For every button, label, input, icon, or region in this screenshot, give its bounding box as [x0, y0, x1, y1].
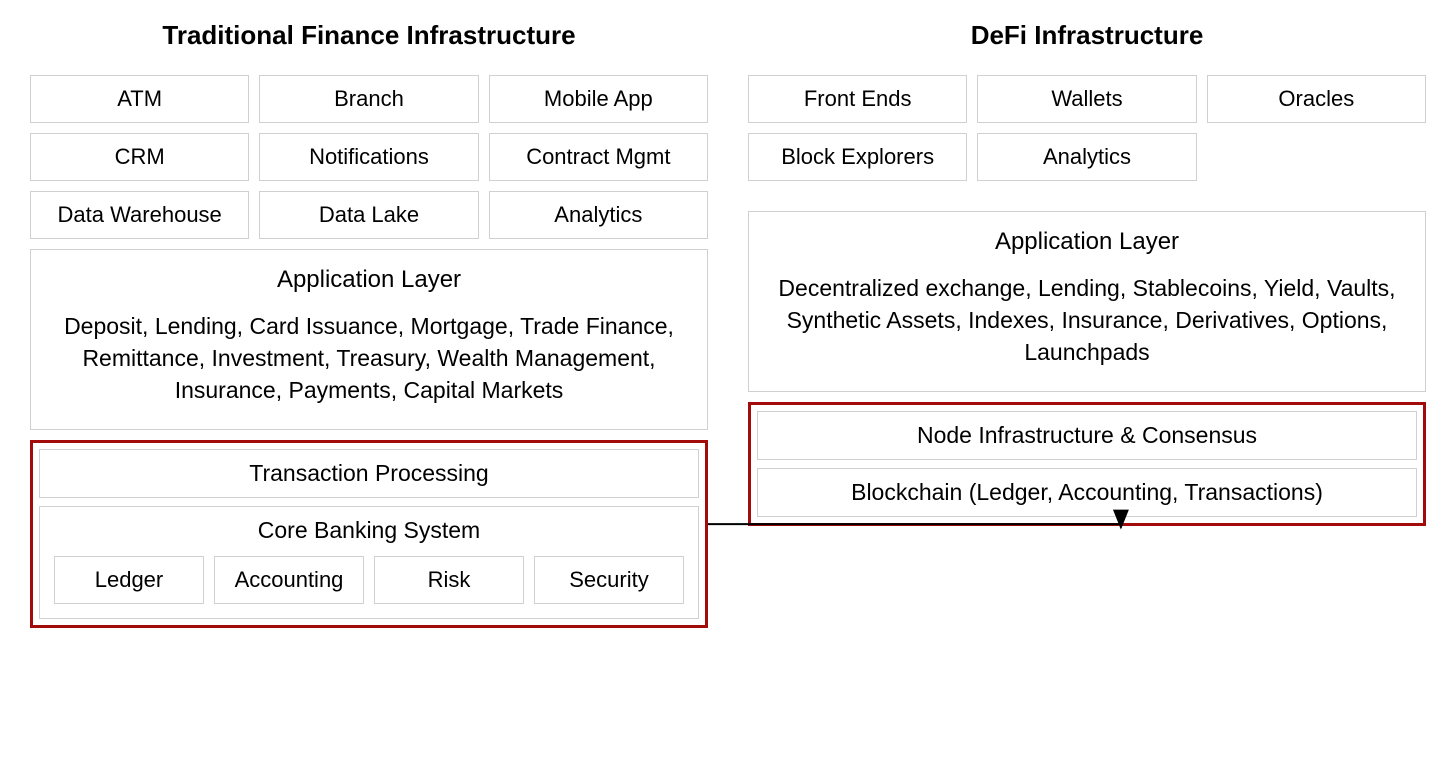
left-row-3: Data Warehouse Data Lake Analytics [30, 191, 708, 239]
box-wallets: Wallets [977, 75, 1196, 123]
right-highlight-group: Node Infrastructure & Consensus Blockcha… [748, 402, 1426, 526]
box-mobile-app: Mobile App [489, 75, 708, 123]
box-oracles: Oracles [1207, 75, 1426, 123]
core-banking-box: Core Banking System Ledger Accounting Ri… [39, 506, 699, 619]
box-accounting: Accounting [214, 556, 364, 604]
defi-column: DeFi Infrastructure Front Ends Wallets O… [748, 20, 1426, 628]
left-row-2: CRM Notifications Contract Mgmt [30, 133, 708, 181]
right-applayer-body: Decentralized exchange, Lending, Stablec… [769, 272, 1405, 369]
box-data-lake: Data Lake [259, 191, 478, 239]
left-applayer-body: Deposit, Lending, Card Issuance, Mortgag… [51, 310, 687, 407]
right-row-1: Front Ends Wallets Oracles [748, 75, 1426, 123]
left-application-layer: Application Layer Deposit, Lending, Card… [30, 249, 708, 430]
finance-infra-diagram: Traditional Finance Infrastructure ATM B… [30, 20, 1426, 628]
box-transaction-processing: Transaction Processing [39, 449, 699, 498]
box-ledger: Ledger [54, 556, 204, 604]
box-notifications: Notifications [259, 133, 478, 181]
box-blockchain: Blockchain (Ledger, Accounting, Transact… [757, 468, 1417, 517]
right-row-2: Block Explorers Analytics [748, 133, 1426, 181]
core-banking-items: Ledger Accounting Risk Security [54, 556, 684, 604]
box-block-explorers: Block Explorers [748, 133, 967, 181]
box-front-ends: Front Ends [748, 75, 967, 123]
box-data-warehouse: Data Warehouse [30, 191, 249, 239]
box-analytics-left: Analytics [489, 191, 708, 239]
box-crm: CRM [30, 133, 249, 181]
left-row-1: ATM Branch Mobile App [30, 75, 708, 123]
box-analytics-right: Analytics [977, 133, 1196, 181]
traditional-finance-column: Traditional Finance Infrastructure ATM B… [30, 20, 708, 628]
box-contract-mgmt: Contract Mgmt [489, 133, 708, 181]
right-applayer-title: Application Layer [769, 228, 1405, 256]
box-risk: Risk [374, 556, 524, 604]
core-banking-title: Core Banking System [54, 517, 684, 544]
box-node-consensus: Node Infrastructure & Consensus [757, 411, 1417, 460]
box-security: Security [534, 556, 684, 604]
left-applayer-title: Application Layer [51, 266, 687, 294]
box-branch: Branch [259, 75, 478, 123]
left-title: Traditional Finance Infrastructure [30, 20, 708, 51]
right-application-layer: Application Layer Decentralized exchange… [748, 211, 1426, 392]
box-atm: ATM [30, 75, 249, 123]
right-title: DeFi Infrastructure [748, 20, 1426, 51]
left-highlight-group: Transaction Processing Core Banking Syst… [30, 440, 708, 628]
